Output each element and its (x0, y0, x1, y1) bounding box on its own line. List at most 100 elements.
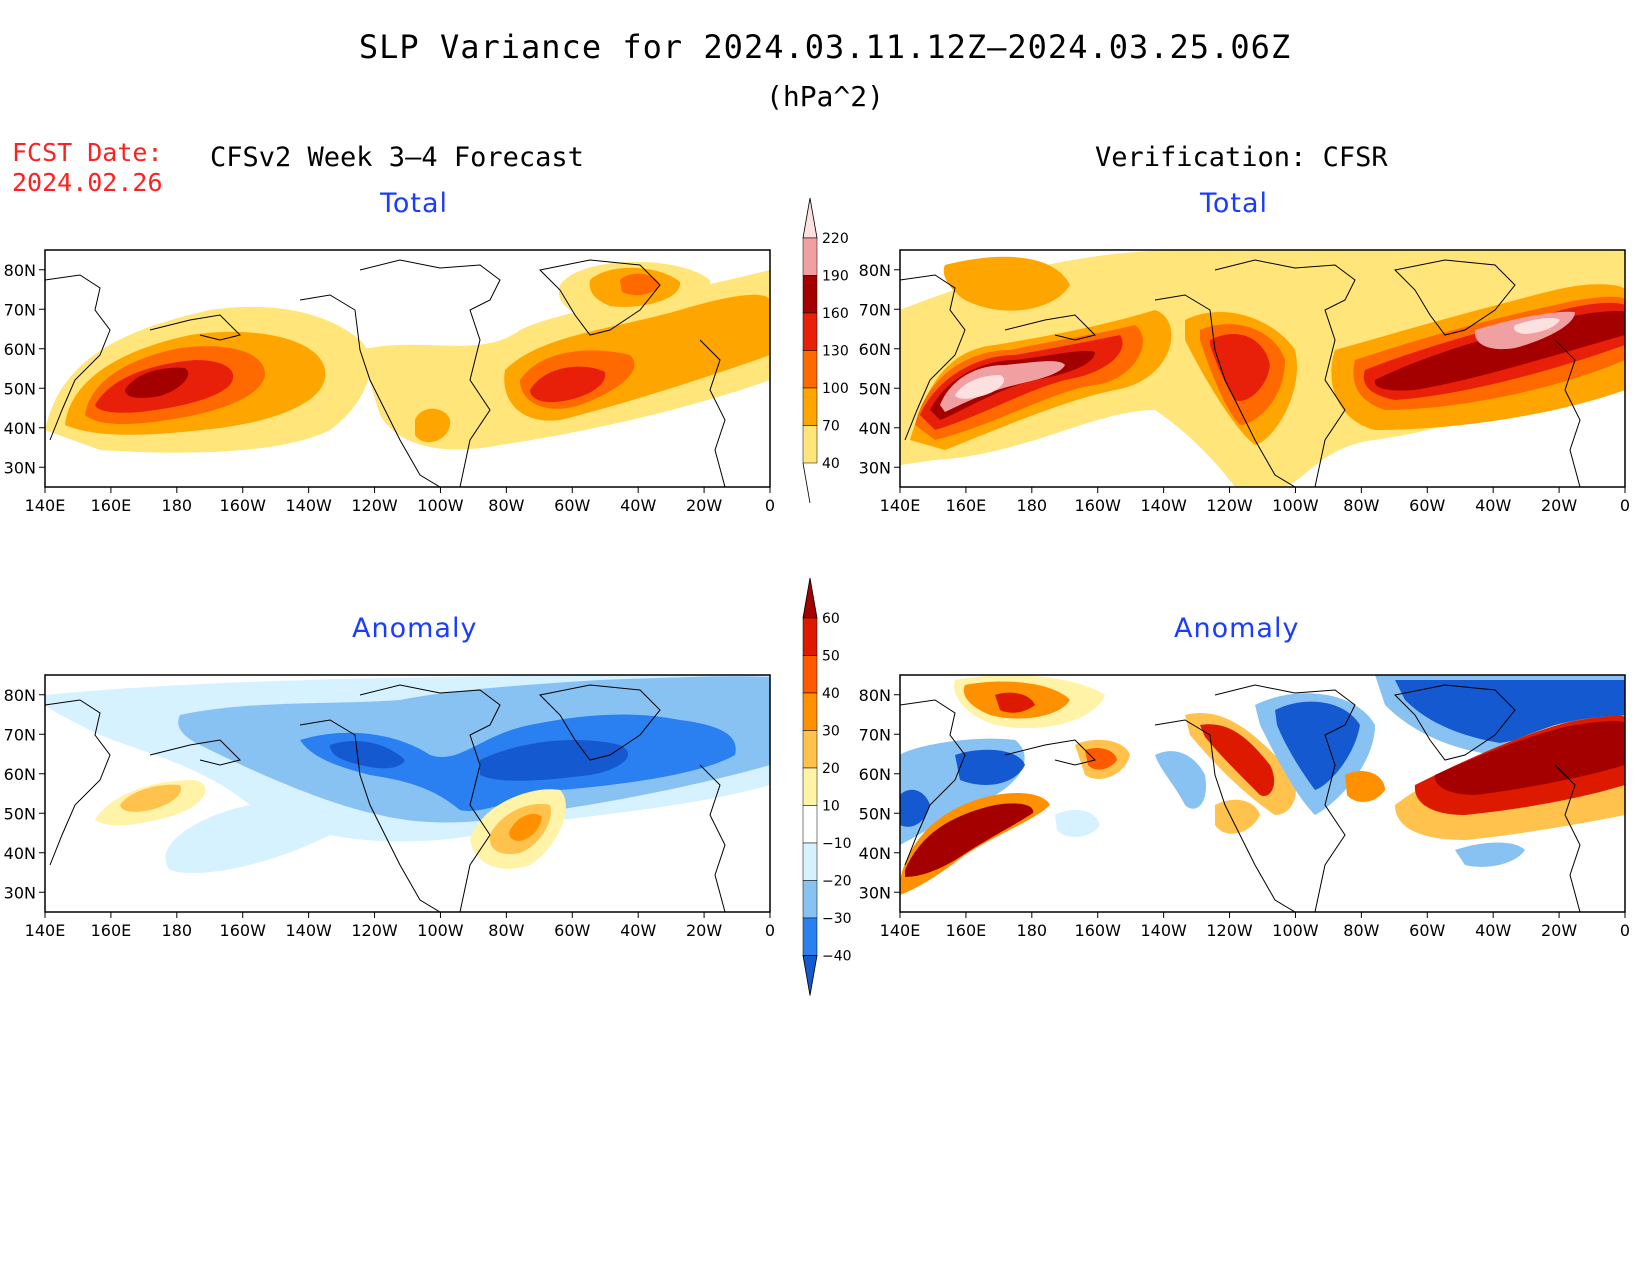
lat-tick-label: 50N (4, 804, 36, 823)
panel-title-verification-anomaly: Anomaly (1174, 613, 1300, 644)
lon-tick-label: 140W (1140, 496, 1187, 515)
lon-tick-label: 160E (91, 496, 132, 515)
map-verification-total: 80N 70N 60N 50N 40N 30N 140E 160E 180 160W 140W 12… (859, 249, 1630, 515)
forecast-heading: CFSv2 Week 3—4 Forecast (210, 142, 584, 173)
map-verification-anomaly: 80N 70N 60N 50N 40N 30N 140E 160E 180 160W 140W 12… (859, 674, 1630, 940)
lat-tick-label: 80N (859, 261, 891, 280)
lat-tick-label: 30N (4, 458, 36, 477)
lon-tick-label: 40W (1475, 921, 1511, 940)
colorbar-swatch (802, 312, 818, 351)
lon-tick-label: 80W (488, 496, 524, 515)
lon-tick-label: 140E (25, 496, 66, 515)
lon-tick-label: 180 (162, 921, 193, 940)
lon-tick-label: 140W (1140, 921, 1187, 940)
lat-tick-label: 30N (859, 883, 891, 902)
colorbar-stem (802, 462, 811, 504)
colorbar-anomaly-label: −20 (822, 874, 852, 890)
lat-tick-label: 80N (4, 261, 36, 280)
lon-tick-label: 80W (488, 921, 524, 940)
colorbar-total-label: 70 (822, 419, 840, 435)
lon-tick-label: 0 (1620, 921, 1630, 940)
forecast-date-label: FCST Date: (12, 138, 163, 167)
colorbar-total-label: 100 (822, 381, 849, 397)
colorbar-swatch (802, 425, 818, 464)
lon-tick-label: 60W (554, 921, 590, 940)
coastlines-forecast-total (45, 259, 726, 487)
coastlines-verification-total (900, 259, 1581, 487)
lon-tick-label: 0 (765, 496, 775, 515)
colorbar-swatch (802, 275, 818, 314)
lon-tick-label: 0 (765, 921, 775, 940)
coastlines-forecast-anomaly (45, 684, 726, 912)
colorbar-anomaly-label: −40 (822, 949, 852, 965)
lon-tick-label: 100W (417, 921, 464, 940)
lon-tick-label: 100W (1272, 921, 1319, 940)
lat-tick-label: 30N (859, 458, 891, 477)
lon-tick-label: 120W (351, 496, 398, 515)
lat-tick-label: 70N (4, 725, 36, 744)
colorbar-anomaly-label: 10 (822, 799, 840, 815)
lat-tick-label: 70N (859, 300, 891, 319)
lon-tick-label: 160E (91, 921, 132, 940)
lat-tick-label: 40N (4, 844, 36, 863)
colorbar-anomaly-label: 20 (822, 761, 840, 777)
colorbar-total-label: 40 (822, 456, 840, 472)
lon-tick-label: 20W (686, 921, 722, 940)
lat-tick-label: 70N (859, 725, 891, 744)
colorbar-anomaly-label: 60 (822, 611, 840, 627)
lon-tick-label: 140E (880, 496, 921, 515)
lon-tick-label: 120W (1206, 921, 1253, 940)
panel-title-forecast-total: Total (380, 188, 449, 219)
lon-tick-label: 140W (285, 496, 332, 515)
lat-tick-label: 40N (859, 419, 891, 438)
colorbar-swatch (802, 692, 818, 731)
colorbar-anomaly-label: −10 (822, 836, 852, 852)
lon-tick-label: 140W (285, 921, 332, 940)
colorbar-bottom-arrow (802, 955, 818, 996)
lon-tick-label: 160W (220, 496, 267, 515)
lon-tick-label: 60W (554, 496, 590, 515)
colorbar-swatch (802, 730, 818, 769)
lon-tick-label: 60W (1409, 921, 1445, 940)
lon-tick-label: 160W (1075, 496, 1122, 515)
shading-total-forecast (45, 261, 770, 453)
forecast-date-block: FCST Date: 2024.02.26 (12, 138, 163, 198)
colorbar-swatch (802, 655, 818, 694)
lon-tick-label: 160W (1075, 921, 1122, 940)
lon-tick-label: 160E (946, 921, 987, 940)
colorbar-anomaly-label: 50 (822, 649, 840, 665)
lon-tick-label: 180 (1017, 496, 1048, 515)
colorbar-total-label: 190 (822, 269, 849, 285)
colorbar-swatch (802, 237, 818, 276)
forecast-date-value: 2024.02.26 (12, 168, 163, 197)
panel-title-forecast-anomaly: Anomaly (352, 613, 478, 644)
lon-tick-label: 140E (25, 921, 66, 940)
units-label: (hPa^2) (765, 80, 884, 113)
colorbar-total-label: 130 (822, 344, 849, 360)
lon-tick-label: 40W (1475, 496, 1511, 515)
colorbar-swatch (802, 767, 818, 806)
lon-tick-label: 20W (1541, 496, 1577, 515)
lon-tick-label: 80W (1343, 496, 1379, 515)
colorbar-total-label: 220 (822, 231, 849, 247)
shading-anomaly-verification (900, 675, 1625, 895)
lon-tick-label: 80W (1343, 921, 1379, 940)
lat-tick-label: 50N (859, 804, 891, 823)
colorbar-swatch (802, 387, 818, 426)
colorbar-swatch (802, 350, 818, 389)
main-title: SLP Variance for 2024.03.11.12Z—2024.03.… (358, 28, 1292, 66)
map-forecast-anomaly: 80N 70N 60N 50N 40N 30N 140E 160E 180 160W 140W 12… (4, 674, 775, 940)
colorbar-total: 40 70 100 130 160 190 220 (802, 197, 849, 504)
lat-tick-label: 70N (4, 300, 36, 319)
coastlines-verification-anomaly (900, 684, 1581, 912)
colorbar-total-label: 160 (822, 306, 849, 322)
lat-tick-label: 40N (4, 419, 36, 438)
lat-tick-label: 60N (4, 765, 36, 784)
lat-tick-label: 80N (4, 686, 36, 705)
colorbar-anomaly-label: 30 (822, 724, 840, 740)
lat-tick-label: 60N (4, 340, 36, 359)
panel-title-verification-total: Total (1200, 188, 1269, 219)
lon-tick-label: 160E (946, 496, 987, 515)
colorbar-anomaly-label: −30 (822, 911, 852, 927)
lat-tick-label: 50N (4, 379, 36, 398)
